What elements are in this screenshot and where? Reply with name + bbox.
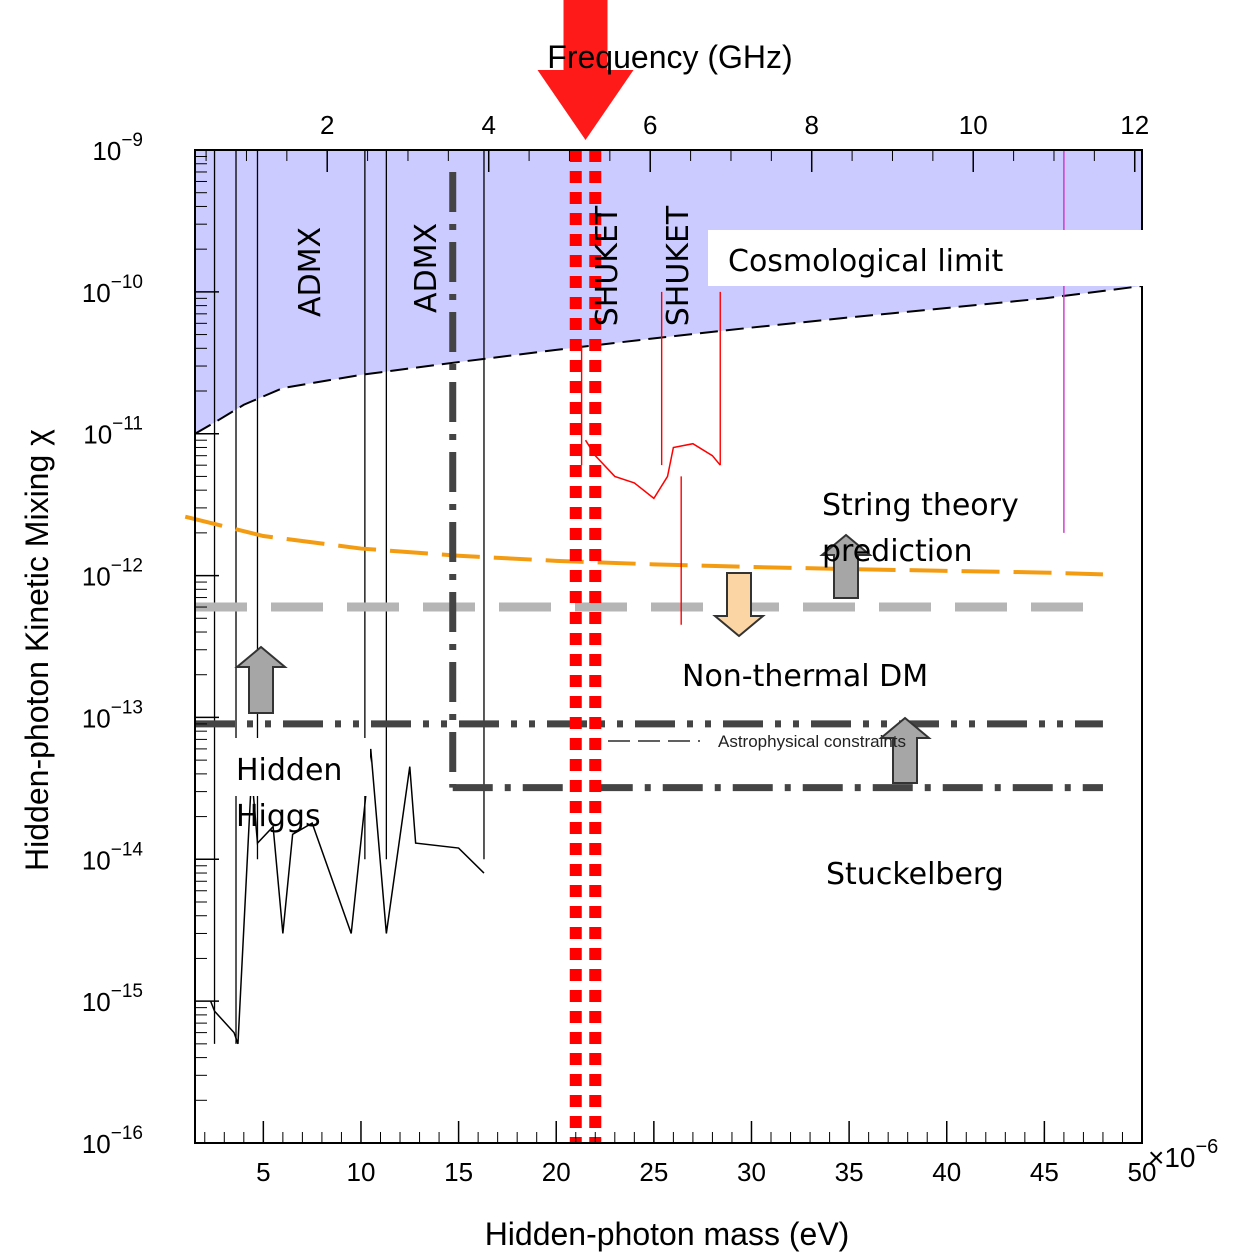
label-admx-1: ADMX: [293, 227, 328, 317]
x-multiplier-exp: −6: [1196, 1136, 1219, 1158]
y-tick-label-0: 10−9: [92, 130, 143, 166]
arrow-string-up: [819, 533, 873, 599]
y-tick-exponent-2: −11: [112, 414, 143, 435]
top-tick-label-4: 10: [959, 110, 988, 140]
y-tick-label-1: 10−10: [82, 272, 143, 308]
cosmological-label-bg: [708, 230, 1146, 286]
top-tick-label-1: 4: [481, 110, 495, 140]
y-tick-label-2: 10−11: [83, 414, 143, 450]
x-tick-label-4: 25: [639, 1157, 668, 1187]
arrow-stuckelberg-up: [878, 716, 932, 784]
label-astrophysical-legend: Astrophysical constraints: [718, 732, 906, 751]
label-hidden-higgs-1: Hidden: [236, 753, 342, 788]
y-tick-label-6: 10−15: [82, 981, 143, 1017]
y-tick-exponent-6: −15: [111, 981, 143, 1002]
y-tick-exponent-4: −13: [111, 697, 143, 718]
regions-layer: [195, 150, 1142, 434]
x-multiplier-label: ×10−6: [1148, 1136, 1218, 1173]
x-multiplier-base: ×10: [1148, 1142, 1196, 1173]
series-line-6: [209, 748, 485, 1045]
y-tick-label-4: 10−13: [82, 697, 143, 733]
plot-border: [194, 149, 1143, 1144]
top-tick-label-2: 6: [643, 110, 657, 140]
top-tick-label-5: 12: [1120, 110, 1149, 140]
y-tick-exponent-1: −10: [111, 272, 143, 293]
x-tick-label-2: 15: [444, 1157, 473, 1187]
label-shuket-2: SHUKET: [661, 205, 696, 326]
label-cosmological: Cosmological limit: [728, 244, 1004, 279]
x-tick-label-7: 40: [932, 1157, 961, 1187]
label-admx-2: ADMX: [409, 223, 444, 313]
arrow-non-thermal-down: [712, 572, 766, 638]
annotations-layer: [234, 0, 932, 784]
series-line-0: [194, 284, 1143, 435]
label-stuckelberg: Stuckelberg: [826, 857, 1004, 892]
x-tick-label-8: 45: [1030, 1157, 1059, 1187]
y-tick-label-3: 10−12: [82, 556, 143, 592]
x-tick-label-1: 10: [347, 1157, 376, 1187]
hidden-higgs-label-bg: [230, 738, 370, 796]
x-tick-label-5: 30: [737, 1157, 766, 1187]
arrow-hidden-higgs-up: [234, 645, 288, 714]
label-hidden-higgs-2: Higgs: [236, 799, 321, 834]
y-tick-exponent-7: −16: [111, 1123, 143, 1144]
x-tick-label-9: 50: [1128, 1157, 1157, 1187]
series-line-1: [184, 514, 1104, 577]
y-tick-label-7: 10−16: [82, 1123, 143, 1159]
y-tick-exponent-5: −14: [111, 839, 144, 860]
x-tick-label-6: 35: [835, 1157, 864, 1187]
y-tick-exponent-3: −12: [111, 556, 143, 577]
x-tick-label-0: 5: [256, 1157, 270, 1187]
y-tick-label-5: 10−14: [82, 839, 144, 875]
highlight-arrow: [537, 0, 634, 140]
y-axis-title: Hidden-photon Kinetic Mixing χ: [19, 429, 55, 871]
top-tick-label-3: 8: [804, 110, 818, 140]
plot-frame: [194, 149, 1143, 1144]
series-line-7: [584, 439, 721, 500]
top-tick-label-0: 2: [320, 110, 334, 140]
label-non-thermal: Non-thermal DM: [682, 659, 928, 694]
x-axis-title: Hidden-photon mass (eV): [485, 1216, 850, 1252]
label-string-theory-1: String theory: [822, 488, 1019, 523]
label-string-theory-2: prediction: [822, 534, 973, 569]
x-tick-label-3: 20: [542, 1157, 571, 1187]
excluded-region-cosmological: [195, 150, 1142, 434]
top-axis-title: Frequency (GHz): [547, 39, 792, 75]
y-tick-exponent-0: −9: [121, 130, 143, 151]
label-shuket-1: SHUKET: [590, 205, 625, 326]
